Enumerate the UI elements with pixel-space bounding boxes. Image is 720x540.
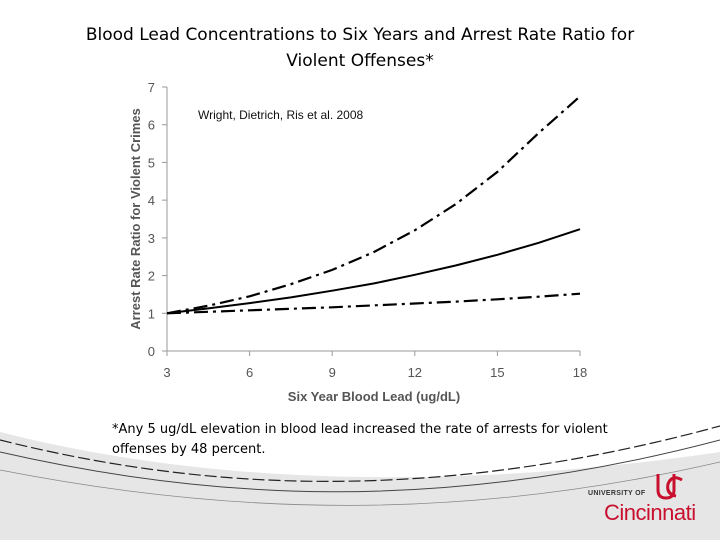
y-axis-label: Arrest Rate Ratio for Violent Crimes (128, 108, 143, 330)
series-line-lower-95-ci (166, 292, 581, 315)
x-tick-label: 18 (573, 365, 587, 380)
logo-university-of: UNIVERSITY OF (588, 490, 646, 497)
slide-title: Blood Lead Concentrations to Six Years a… (85, 25, 635, 71)
uc-seal-icon (656, 474, 683, 500)
swoosh-line-2 (0, 439, 720, 493)
y-tick-label: 5 (148, 155, 155, 170)
y-tick-label: 6 (148, 118, 155, 133)
x-tick-label: 3 (163, 365, 170, 380)
swoosh-band (0, 432, 720, 540)
y-tick-label: 0 (148, 344, 155, 359)
series-line-estimate (166, 228, 581, 315)
x-tick-labels: 3 6 9 12 15 18 (163, 365, 587, 380)
swoosh-line-3 (0, 461, 720, 506)
x-tick-label: 12 (408, 365, 422, 380)
x-tick-label: 9 (329, 365, 336, 380)
swoosh-line-1 (0, 425, 720, 482)
chart-series (166, 95, 581, 315)
y-tick-labels: 0 1 2 3 4 5 6 7 (148, 80, 155, 359)
chart-annotation: Wright, Dietrich, Ris et al. 2008 (198, 108, 364, 122)
chart-axes (162, 86, 581, 356)
y-tick-label: 4 (148, 193, 155, 208)
x-axis-label: Six Year Blood Lead (ug/dL) (288, 389, 460, 404)
logo-name: Cincinnati (604, 500, 696, 525)
university-logo: UNIVERSITY OF Cincinnati (588, 468, 708, 530)
x-tick-label: 6 (246, 365, 253, 380)
y-tick-label: 1 (148, 306, 155, 321)
x-tick-label: 15 (490, 365, 504, 380)
y-tick-label: 7 (148, 80, 155, 95)
series-line-upper-95-ci (166, 95, 581, 315)
y-tick-label: 2 (148, 269, 155, 284)
footnote: *Any 5 ug/dL elevation in blood lead inc… (112, 422, 608, 457)
y-tick-label: 3 (148, 231, 155, 246)
